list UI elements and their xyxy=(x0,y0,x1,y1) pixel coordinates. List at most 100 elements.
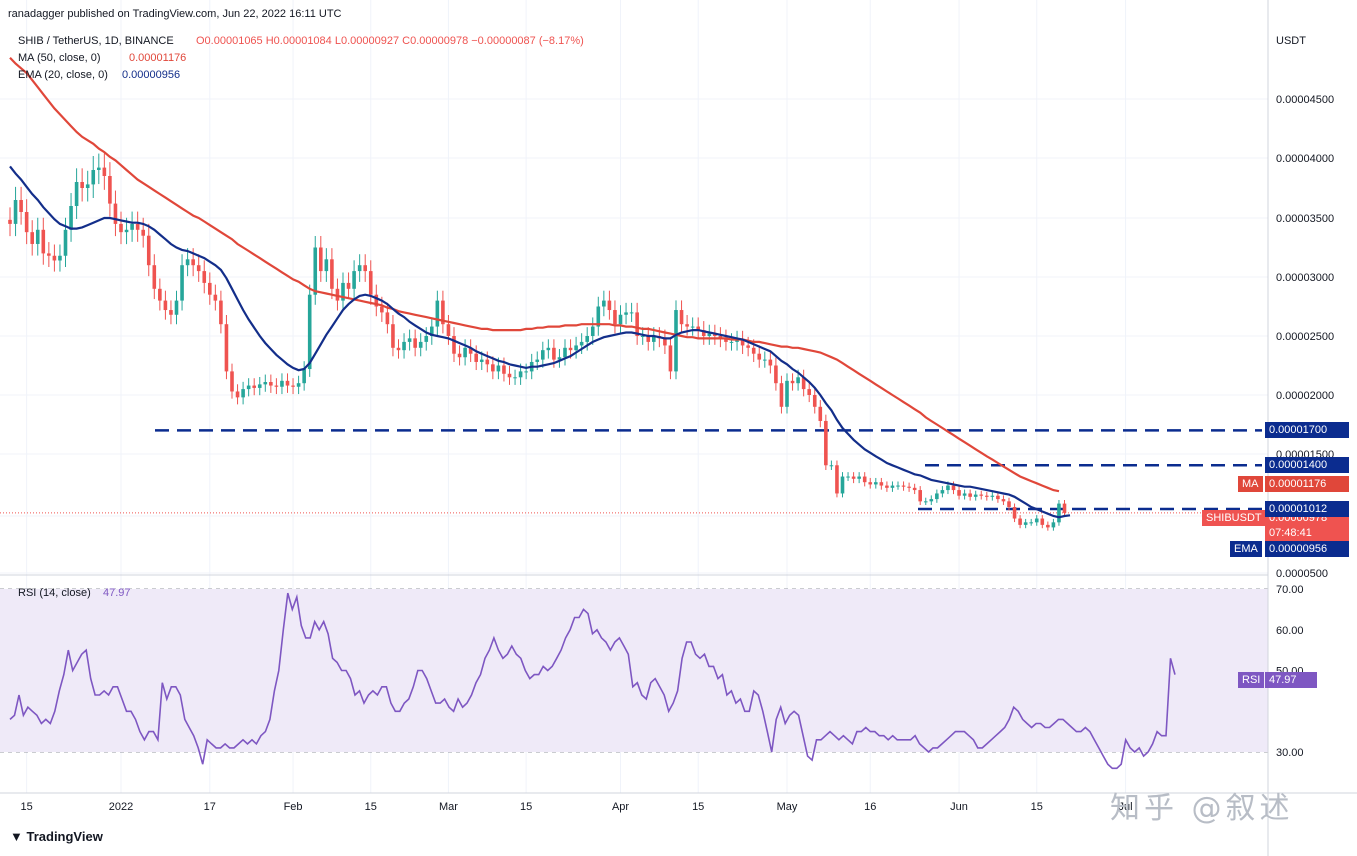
time-axis[interactable]: 15 2022 17 Feb 15 Mar 15 Apr 15 May 16 Jun 15 Jul xyxy=(21,801,1133,813)
candle-body[interactable] xyxy=(280,380,284,387)
legend-ma-label[interactable]: MA (50, close, 0) xyxy=(18,52,101,64)
candle-body[interactable] xyxy=(457,353,462,358)
candle-body[interactable] xyxy=(613,310,617,325)
candle-body[interactable] xyxy=(363,265,367,272)
candle-body[interactable] xyxy=(951,485,956,491)
candle-body[interactable] xyxy=(663,338,667,346)
candle-body[interactable] xyxy=(402,341,406,351)
candle-body[interactable] xyxy=(468,347,473,354)
candle-body[interactable] xyxy=(1057,503,1061,523)
candle-body[interactable] xyxy=(940,490,945,494)
candle-body[interactable] xyxy=(740,339,745,346)
candle-body[interactable] xyxy=(579,341,584,346)
candle-body[interactable] xyxy=(885,485,889,488)
candle-body[interactable] xyxy=(52,255,57,261)
candle-body[interactable] xyxy=(374,294,379,307)
candle-body[interactable] xyxy=(846,476,850,478)
candle-body[interactable] xyxy=(502,365,506,374)
candle-body[interactable] xyxy=(874,482,878,485)
candle-body[interactable] xyxy=(640,336,645,337)
candle-body[interactable] xyxy=(102,167,107,176)
candle-body[interactable] xyxy=(946,485,950,491)
candle-body[interactable] xyxy=(463,347,467,358)
candle-body[interactable] xyxy=(957,490,961,496)
candle-body[interactable] xyxy=(41,229,46,254)
candle-body[interactable] xyxy=(274,385,279,387)
candle-body[interactable] xyxy=(1062,503,1067,513)
candle-body[interactable] xyxy=(80,182,84,188)
candle-body[interactable] xyxy=(507,373,512,378)
candle-body[interactable] xyxy=(912,487,917,491)
candle-body[interactable] xyxy=(496,365,501,372)
legend-rsi-label[interactable]: RSI (14, close) xyxy=(18,587,91,599)
candle-body[interactable] xyxy=(812,395,817,407)
candle-body[interactable] xyxy=(13,200,18,224)
candle-body[interactable] xyxy=(346,282,351,289)
candle-body[interactable] xyxy=(513,377,517,379)
candle-body[interactable] xyxy=(979,494,984,496)
candle-body[interactable] xyxy=(219,300,223,325)
candle-body[interactable] xyxy=(319,247,323,272)
candle-body[interactable] xyxy=(185,259,190,266)
candle-body[interactable] xyxy=(729,341,734,343)
candle-body[interactable] xyxy=(546,347,551,351)
candle-body[interactable] xyxy=(746,345,750,348)
candle-body[interactable] xyxy=(1034,518,1039,523)
candle-body[interactable] xyxy=(646,336,651,342)
candles[interactable] xyxy=(8,153,1067,531)
candle-body[interactable] xyxy=(768,359,773,366)
candle-body[interactable] xyxy=(169,310,173,315)
candle-body[interactable] xyxy=(590,326,595,336)
candle-body[interactable] xyxy=(879,482,884,486)
candle-body[interactable] xyxy=(8,219,12,224)
candle-body[interactable] xyxy=(1040,518,1045,525)
candle-body[interactable] xyxy=(24,212,29,233)
candle-body[interactable] xyxy=(191,259,195,266)
candle-body[interactable] xyxy=(929,499,934,502)
candle-body[interactable] xyxy=(302,369,306,384)
candle-body[interactable] xyxy=(901,485,906,487)
candle-body[interactable] xyxy=(452,336,456,354)
candle-body[interactable] xyxy=(668,345,673,372)
candle-body[interactable] xyxy=(108,176,112,204)
candle-body[interactable] xyxy=(635,312,639,336)
candle-body[interactable] xyxy=(1007,501,1011,507)
candle-body[interactable] xyxy=(324,259,329,272)
candle-body[interactable] xyxy=(30,232,34,244)
candle-body[interactable] xyxy=(291,385,295,387)
candle-body[interactable] xyxy=(296,383,301,387)
candle-body[interactable] xyxy=(235,391,240,398)
candle-body[interactable] xyxy=(441,300,445,325)
candle-body[interactable] xyxy=(862,476,867,483)
candle-body[interactable] xyxy=(341,282,345,301)
candle-body[interactable] xyxy=(224,324,229,372)
candle-body[interactable] xyxy=(518,371,523,378)
candle-body[interactable] xyxy=(413,338,417,348)
candle-body[interactable] xyxy=(1046,524,1050,528)
candle-body[interactable] xyxy=(585,336,589,342)
candle-body[interactable] xyxy=(962,493,967,496)
candle-body[interactable] xyxy=(890,485,895,488)
candle-body[interactable] xyxy=(335,288,340,301)
candle-body[interactable] xyxy=(557,357,562,360)
candle-body[interactable] xyxy=(63,229,68,256)
candle-body[interactable] xyxy=(757,353,762,360)
candle-body[interactable] xyxy=(491,364,495,372)
candle-body[interactable] xyxy=(58,255,62,261)
candle-body[interactable] xyxy=(380,306,384,313)
candle-body[interactable] xyxy=(990,495,995,497)
candle-body[interactable] xyxy=(907,486,911,488)
candle-body[interactable] xyxy=(246,385,251,390)
candle-body[interactable] xyxy=(851,476,856,479)
candle-body[interactable] xyxy=(74,182,79,206)
candle-body[interactable] xyxy=(679,310,684,325)
candle-body[interactable] xyxy=(824,420,828,466)
legend-ema-label[interactable]: EMA (20, close, 0) xyxy=(18,69,108,81)
candle-body[interactable] xyxy=(97,167,101,170)
candle-body[interactable] xyxy=(85,184,90,188)
candle-body[interactable] xyxy=(935,493,939,500)
candle-body[interactable] xyxy=(485,359,490,365)
candle-body[interactable] xyxy=(696,326,700,331)
